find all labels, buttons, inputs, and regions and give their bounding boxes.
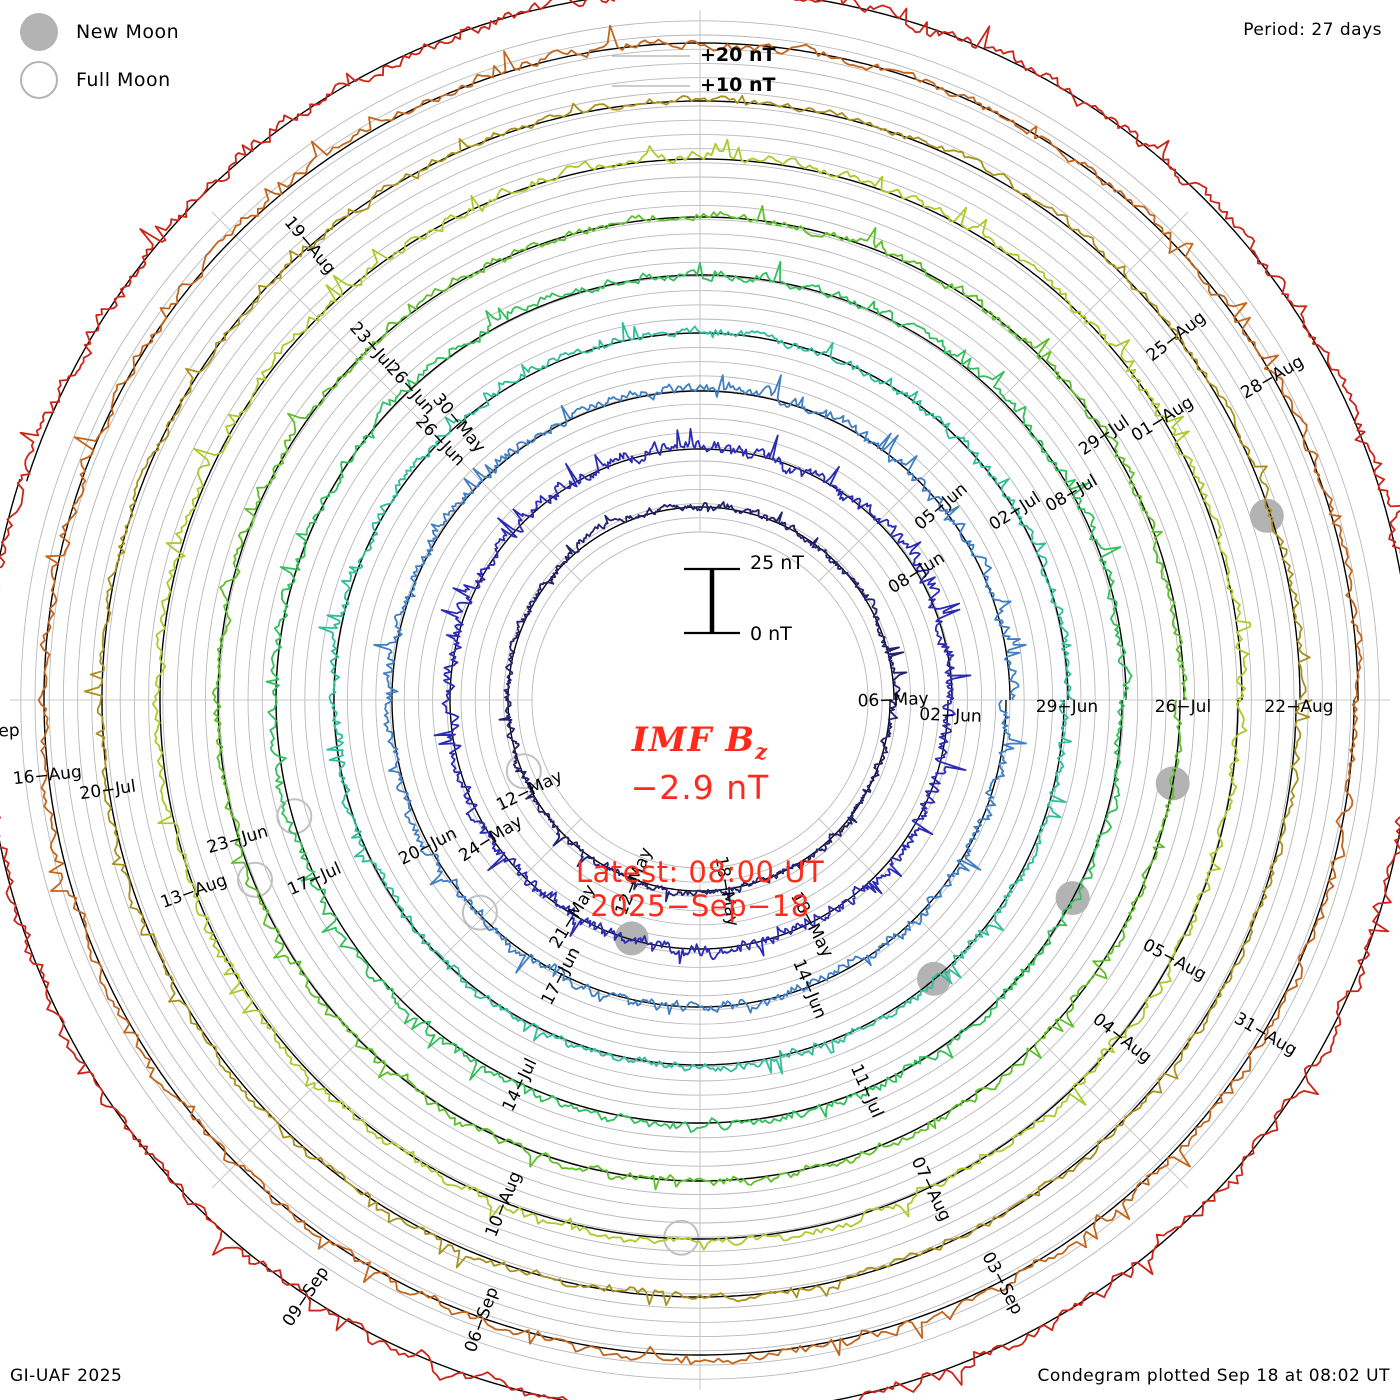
- new-moon-icon: [1249, 498, 1284, 533]
- ring-date-label: 20−Jul: [78, 777, 137, 805]
- trace-12-may: [498, 501, 908, 903]
- radial-tick-label-20nt: +20 nT: [700, 44, 776, 66]
- ring-date-label: 02−Jul: [986, 488, 1044, 535]
- ring-date-label: 06−May: [857, 689, 929, 711]
- full-moon-icon: [237, 861, 273, 898]
- legend-item-full-moon: Full Moon: [20, 56, 179, 104]
- ring-date-label: 28−Aug: [1238, 352, 1308, 404]
- ring-date-label: 17−Jul: [285, 859, 345, 900]
- moon-phase-legend: New Moon Full Moon: [20, 8, 179, 104]
- period-note: Period: 27 days: [1243, 20, 1382, 40]
- new-moon-icon: [20, 13, 58, 51]
- ring-date-label: 09−Sep: [279, 1263, 334, 1330]
- trace-29-jun: [318, 322, 1074, 1075]
- ring-date-label: 19−Aug: [280, 213, 340, 279]
- plotted-timestamp-note: Condegram plotted Sep 18 at 08:02 UT: [1037, 1366, 1390, 1386]
- trace-06-sep: [37, 24, 1363, 1365]
- ring-date-label: 16−Aug: [12, 762, 83, 789]
- ring-date-label: 06−Sep: [461, 1284, 503, 1355]
- ring-date-label: 21−May: [546, 881, 601, 952]
- trace-14-jul: [265, 260, 1133, 1133]
- ring-date-label: 22−Aug: [1264, 697, 1333, 717]
- ring-date-label: 17−Jun: [538, 944, 585, 1009]
- trace-18-sep-current: [0, 478, 1400, 1400]
- trace-10-aug: [151, 138, 1252, 1251]
- ring-date-label: 08−Jul: [1042, 471, 1101, 517]
- ring-date-label: 20−Jun: [396, 823, 461, 869]
- ring-date-label: 29−Jun: [1036, 697, 1098, 717]
- ring-date-label: 05−Jun: [911, 479, 972, 534]
- full-moon-icon: [461, 894, 498, 931]
- ring-date-label: 11−Jul: [846, 1061, 887, 1121]
- ring-date-label: 07−Aug: [907, 1154, 955, 1225]
- trace-26-jul: [211, 205, 1188, 1191]
- trace-18-sep-tail: [19, 0, 1400, 581]
- full-moon-icon: [20, 61, 58, 99]
- ring-date-label: 24−May: [455, 812, 526, 867]
- trace-20-jun: [373, 374, 1027, 1015]
- trace-02-jun: [433, 427, 972, 965]
- new-moon-icon: [614, 921, 649, 956]
- legend-label-full-moon: Full Moon: [76, 69, 171, 91]
- ring-date-label: 31−Aug: [1231, 1009, 1301, 1061]
- legend-label-new-moon: New Moon: [76, 21, 180, 43]
- trace-22-aug: [83, 94, 1313, 1306]
- ring-date-label: 05−Aug: [1139, 935, 1209, 985]
- ring-date-label: 12−May: [493, 766, 566, 815]
- ring-date-label: 12−Sep: [0, 721, 20, 743]
- ring-date-label: 23−Jun: [205, 822, 271, 858]
- radial-tick-leaders: [612, 55, 690, 87]
- ring-date-label: 26−Jul: [1155, 697, 1211, 717]
- full-moon-icon: [505, 753, 542, 790]
- full-moon-icon: [276, 798, 313, 835]
- ring-date-label: 12−May: [612, 845, 657, 918]
- radial-tick-label-10nt: +10 nT: [700, 74, 776, 96]
- ring-date-label: 02−Jun: [919, 705, 982, 727]
- credit-note: GI-UAF 2025: [10, 1366, 123, 1386]
- legend-item-new-moon: New Moon: [20, 8, 179, 56]
